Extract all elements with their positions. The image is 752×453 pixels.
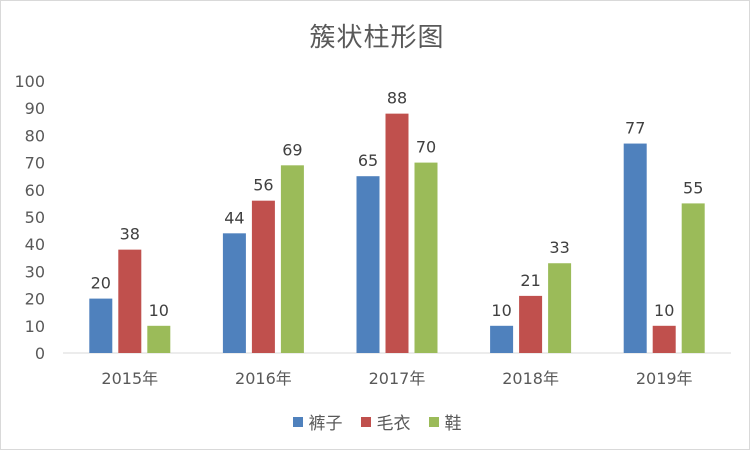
legend: 裤子 毛衣 鞋 — [1, 409, 752, 434]
legend-label: 毛衣 — [376, 414, 411, 434]
bar — [280, 165, 304, 353]
y-tick-label: 30 — [25, 262, 45, 281]
bar — [652, 325, 676, 353]
x-tick-label: 2015年 — [101, 369, 158, 388]
bar — [251, 200, 275, 353]
bar — [89, 298, 113, 353]
data-label: 56 — [253, 176, 273, 195]
data-label: 55 — [683, 178, 703, 197]
data-label: 33 — [549, 238, 569, 257]
x-tick-label: 2018年 — [502, 369, 559, 388]
data-label: 44 — [224, 208, 244, 227]
legend-item: 鞋 — [428, 409, 462, 434]
data-label: 20 — [91, 274, 111, 293]
y-tick-label: 50 — [25, 208, 45, 227]
y-tick-label: 100 — [14, 72, 45, 91]
x-tick-label: 2019年 — [636, 369, 693, 388]
data-label: 65 — [358, 151, 378, 170]
data-label: 88 — [387, 89, 407, 108]
chart-title: 簇状柱形图 — [309, 23, 445, 53]
y-tick-label: 90 — [25, 99, 45, 118]
bar — [356, 176, 380, 353]
legend-item: 毛衣 — [360, 409, 411, 434]
bar — [118, 249, 142, 353]
data-label: 70 — [416, 138, 436, 157]
bar — [147, 325, 171, 353]
y-tick-label: 80 — [25, 126, 45, 145]
legend-swatch — [428, 416, 439, 427]
data-label: 77 — [625, 119, 645, 138]
legend-swatch — [292, 416, 303, 427]
data-label: 10 — [654, 301, 674, 320]
legend-item: 裤子 — [292, 409, 343, 434]
bar — [548, 263, 572, 353]
y-tick-label: 70 — [25, 154, 45, 173]
bar — [222, 233, 246, 353]
x-tick-label: 2016年 — [235, 369, 292, 388]
y-tick-label: 40 — [25, 235, 45, 254]
data-label: 69 — [282, 140, 302, 159]
legend-label: 鞋 — [444, 414, 462, 434]
bar — [519, 295, 543, 353]
bar — [490, 325, 514, 353]
bar — [414, 162, 438, 353]
x-tick-label: 2017年 — [369, 369, 426, 388]
y-tick-label: 20 — [25, 290, 45, 309]
bar — [623, 143, 647, 353]
data-label: 10 — [149, 301, 169, 320]
data-label: 38 — [120, 225, 140, 244]
legend-swatch — [360, 416, 371, 427]
y-tick-label: 10 — [25, 317, 45, 336]
y-tick-label: 60 — [25, 181, 45, 200]
y-tick-label: 0 — [35, 344, 45, 363]
data-label: 21 — [520, 271, 540, 290]
data-label: 10 — [491, 301, 511, 320]
legend-label: 裤子 — [308, 414, 343, 434]
bar — [385, 113, 409, 353]
bar — [681, 203, 705, 353]
